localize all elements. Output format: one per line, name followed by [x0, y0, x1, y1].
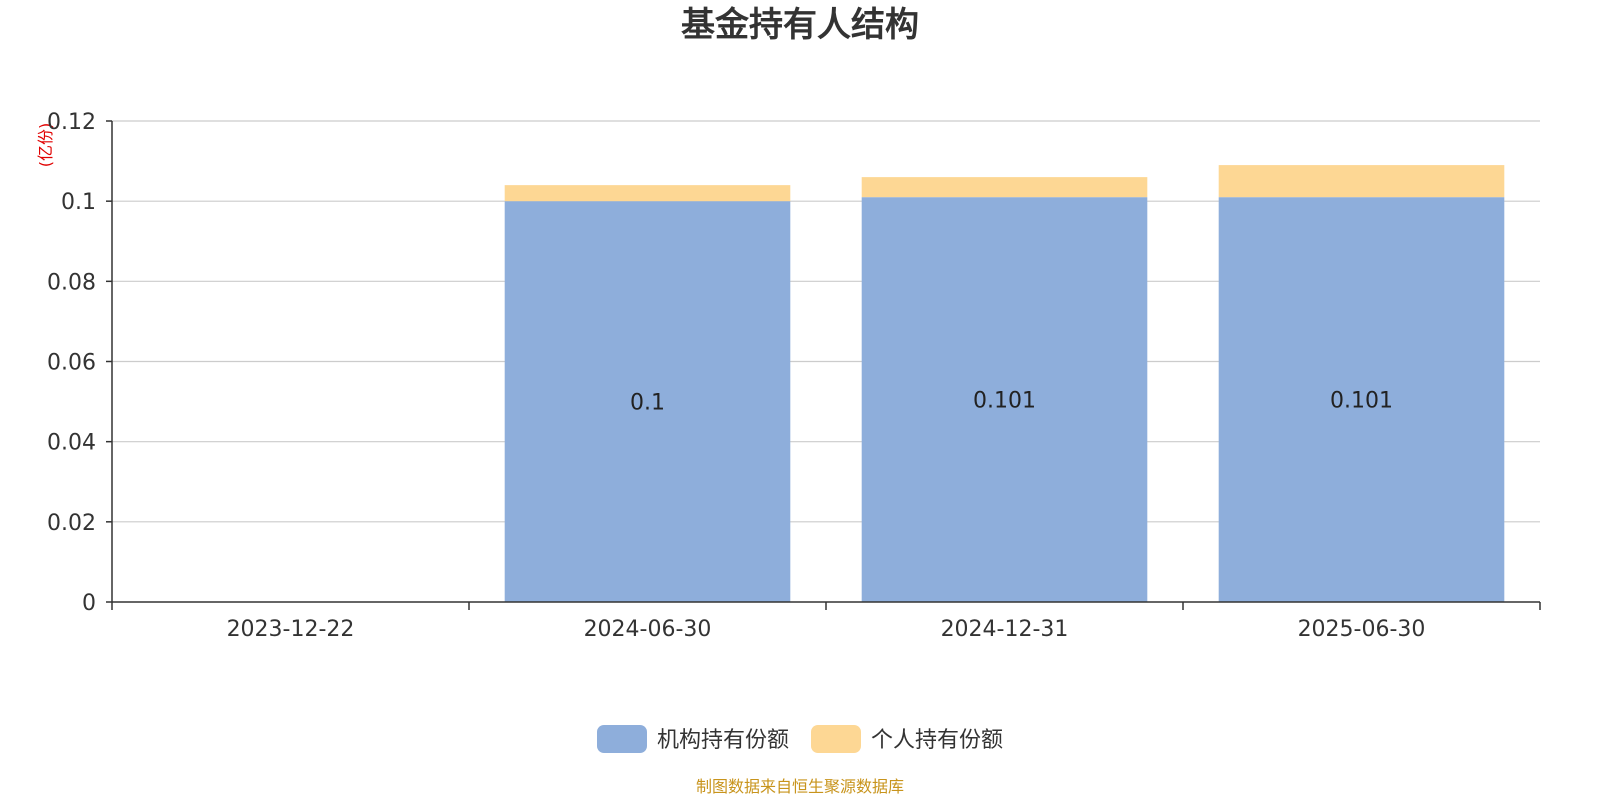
y-tick-label: 0.1: [61, 190, 96, 215]
bar[interactable]: [504, 185, 791, 202]
y-tick-label: 0.06: [47, 351, 96, 376]
x-tick-label: 2025-06-30: [1298, 617, 1426, 642]
x-tick-label: 2023-12-22: [227, 617, 355, 642]
bar[interactable]: [861, 197, 1148, 603]
legend-label[interactable]: 机构持有份额: [657, 728, 789, 753]
y-axis-unit-label: (亿份): [36, 123, 55, 168]
legend-swatch[interactable]: [597, 725, 647, 753]
bar[interactable]: [504, 201, 791, 602]
data-labels: 0.1 0.101 0.101: [630, 389, 1393, 416]
x-tick-label: 2024-06-30: [584, 617, 712, 642]
data-label: 0.101: [1330, 389, 1393, 414]
legend[interactable]: 机构持有份额 个人持有份额: [597, 725, 1003, 753]
axes: 0 0.02 0.04 0.06 0.08 0.1 0.12 2023-12-22 2024-0…: [47, 110, 1541, 642]
data-label: 0.101: [973, 389, 1036, 414]
y-tick-label: 0.08: [47, 270, 96, 295]
data-label: 0.1: [630, 391, 665, 416]
chart-title: 基金持有人结构: [681, 5, 919, 45]
bar[interactable]: [861, 177, 1148, 198]
legend-label[interactable]: 个人持有份额: [871, 728, 1003, 753]
bar[interactable]: [1218, 165, 1505, 198]
bar[interactable]: [1218, 197, 1505, 603]
x-tick-label: 2024-12-31: [941, 617, 1069, 642]
data-source-note: 制图数据来自恒生聚源数据库: [696, 777, 904, 796]
bar-series: [504, 165, 1505, 603]
y-tick-label: 0.02: [47, 511, 96, 536]
legend-swatch[interactable]: [811, 725, 861, 753]
y-tick-label: 0.12: [47, 110, 96, 135]
y-tick-label: 0: [82, 591, 96, 616]
y-tick-label: 0.04: [47, 431, 96, 456]
